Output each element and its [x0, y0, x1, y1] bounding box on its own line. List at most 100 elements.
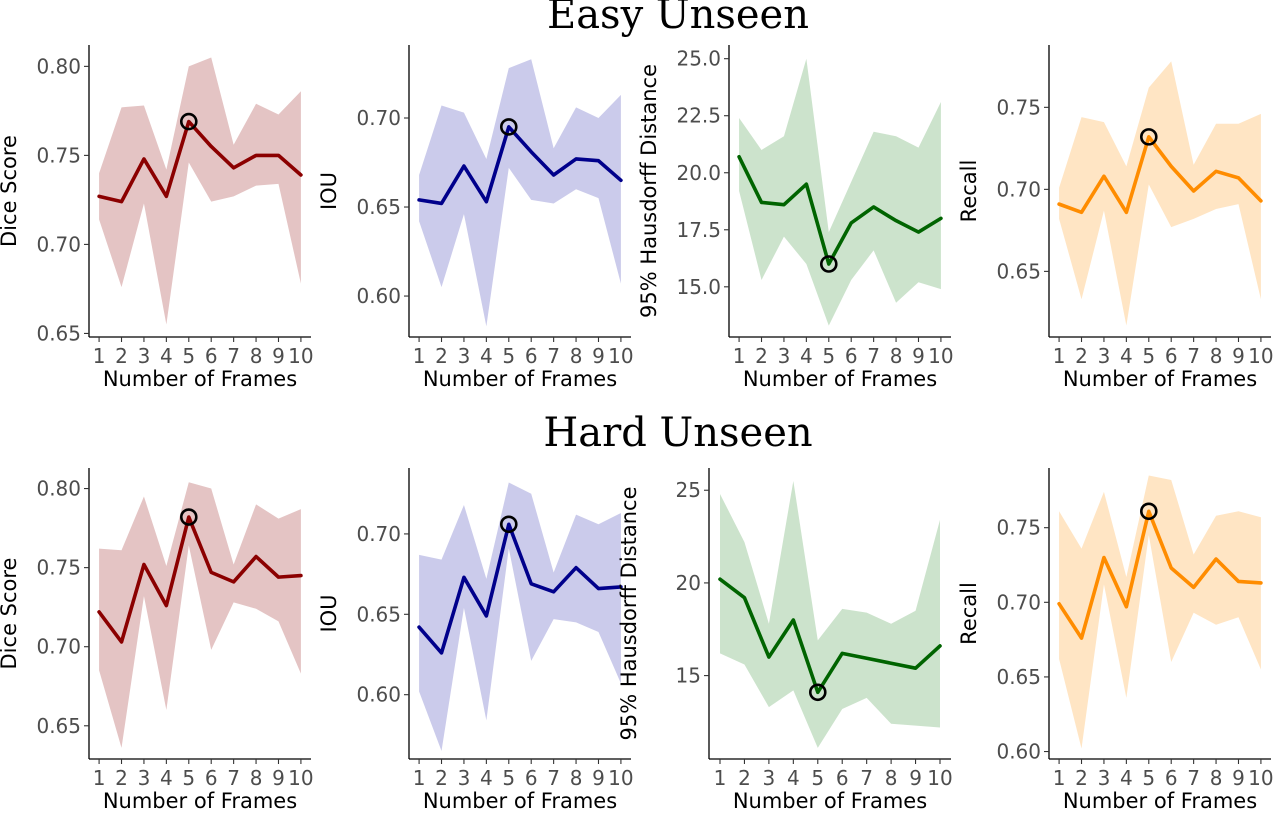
x-tick-label: 4	[1120, 344, 1133, 368]
y-tick-label: 20.0	[676, 161, 721, 185]
y-tick-label: 15.0	[676, 275, 721, 299]
x-tick-label: 10	[1248, 766, 1273, 790]
y-tick-label: 0.65	[356, 195, 401, 219]
y-axis-title: Dice Score	[0, 135, 21, 247]
best-point-marker	[819, 255, 838, 273]
confidence-band	[99, 57, 301, 325]
y-tick-label: 22.5	[676, 104, 721, 128]
y-tick-label: 20	[676, 571, 701, 595]
confidence-band	[1059, 475, 1261, 749]
x-tick-label: 7	[1187, 344, 1200, 368]
confidence-band	[99, 482, 301, 748]
x-tick-label: 5	[502, 344, 515, 368]
y-tick-label: 15	[676, 664, 701, 688]
y-axis-title: 95% Hausdorff Distance	[637, 64, 661, 318]
x-tick-label: 10	[928, 344, 953, 368]
row-title-hard: Hard Unseen	[543, 410, 812, 456]
best-point-marker	[808, 683, 827, 702]
y-axis-title: 95% Hausdorff Distance	[617, 486, 641, 740]
confidence-band	[739, 58, 941, 326]
x-tick-label: 4	[1120, 766, 1133, 790]
x-tick-label: 2	[115, 766, 128, 790]
x-tick-label: 10	[927, 766, 952, 790]
x-tick-label: 2	[755, 344, 768, 368]
x-tick-label: 3	[138, 766, 151, 790]
x-tick-label: 8	[250, 344, 263, 368]
y-tick-label: 0.70	[996, 590, 1041, 614]
x-tick-label: 3	[458, 766, 471, 790]
x-tick-label: 8	[885, 766, 898, 790]
x-tick-label: 10	[608, 766, 633, 790]
x-tick-label: 9	[912, 344, 925, 368]
y-tick-label: 0.70	[996, 177, 1041, 201]
y-tick-label: 0.65	[996, 665, 1041, 689]
confidence-band	[1059, 61, 1261, 326]
x-tick-label: 6	[205, 344, 218, 368]
x-tick-label: 9	[592, 766, 605, 790]
best-point-marker	[179, 112, 198, 131]
x-tick-label: 2	[1075, 344, 1088, 368]
y-axis-title: IOU	[317, 172, 341, 210]
x-axis-title: Number of Frames	[743, 367, 937, 391]
y-tick-label: 0.70	[356, 522, 401, 546]
y-tick-label: 0.80	[36, 477, 81, 501]
x-tick-label: 5	[811, 766, 824, 790]
x-tick-label: 1	[714, 766, 727, 790]
x-tick-label: 10	[288, 344, 313, 368]
best-point-marker	[1139, 502, 1158, 521]
y-axis-title: Recall	[957, 582, 981, 645]
x-tick-label: 3	[138, 344, 151, 368]
row-title-easy: Easy Unseen	[547, 0, 809, 38]
y-tick-label: 0.75	[36, 556, 81, 580]
x-tick-label: 7	[227, 344, 240, 368]
x-tick-label: 4	[160, 344, 173, 368]
x-tick-label: 7	[227, 766, 240, 790]
series-line	[417, 125, 623, 206]
x-tick-label: 8	[250, 766, 263, 790]
x-tick-label: 9	[592, 344, 605, 368]
y-tick-label: 0.60	[356, 683, 401, 707]
y-tick-label: 0.70	[36, 232, 81, 256]
x-axis-title: Number of Frames	[733, 789, 927, 813]
x-tick-label: 9	[1232, 344, 1245, 368]
best-point-marker	[499, 118, 518, 136]
x-axis-title: Number of Frames	[1063, 789, 1257, 813]
series-line	[97, 119, 303, 204]
x-tick-label: 1	[413, 344, 426, 368]
y-tick-label: 0.65	[36, 714, 81, 738]
x-tick-label: 3	[1098, 766, 1111, 790]
x-tick-label: 6	[525, 766, 538, 790]
series-line	[97, 515, 303, 644]
x-tick-label: 1	[93, 344, 106, 368]
confidence-band	[419, 482, 621, 751]
x-tick-label: 10	[288, 766, 313, 790]
x-tick-label: 1	[733, 344, 746, 368]
x-tick-label: 10	[1248, 344, 1273, 368]
x-tick-label: 8	[1210, 344, 1223, 368]
series-line	[1057, 509, 1263, 640]
x-axis-title: Number of Frames	[103, 789, 297, 813]
y-tick-label: 0.65	[356, 602, 401, 626]
x-tick-label: 2	[1075, 766, 1088, 790]
x-tick-label: 5	[1142, 344, 1155, 368]
x-tick-label: 3	[763, 766, 776, 790]
x-tick-label: 1	[1053, 766, 1066, 790]
x-tick-label: 4	[480, 344, 493, 368]
y-tick-label: 0.65	[36, 321, 81, 345]
best-point-marker	[499, 515, 518, 534]
y-tick-label: 25	[676, 478, 701, 502]
series-line	[737, 154, 943, 266]
x-tick-label: 5	[1142, 766, 1155, 790]
x-axis-title: Number of Frames	[423, 367, 617, 391]
x-tick-label: 5	[182, 344, 195, 368]
x-tick-label: 9	[272, 766, 285, 790]
x-tick-label: 4	[800, 344, 813, 368]
x-tick-label: 2	[738, 766, 751, 790]
x-tick-label: 9	[909, 766, 922, 790]
y-tick-label: 17.5	[676, 218, 721, 242]
confidence-band	[720, 480, 940, 748]
